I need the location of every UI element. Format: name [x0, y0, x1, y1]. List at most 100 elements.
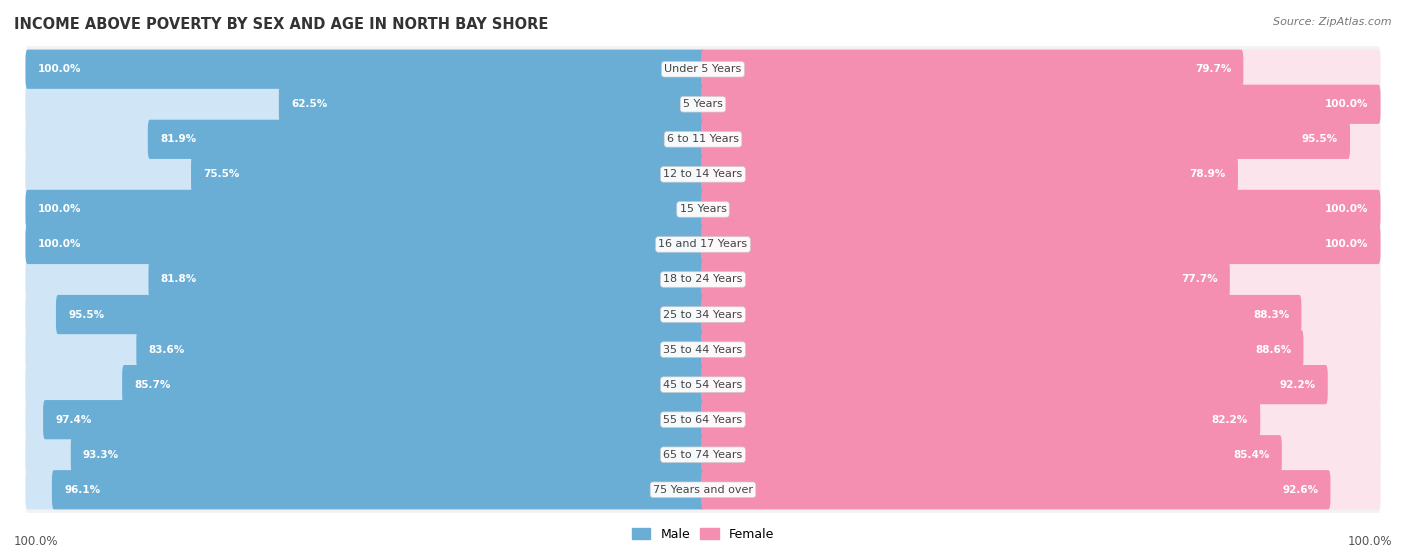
FancyBboxPatch shape [25, 190, 704, 229]
FancyBboxPatch shape [25, 46, 1381, 92]
Text: 12 to 14 Years: 12 to 14 Years [664, 169, 742, 179]
Text: 16 and 17 Years: 16 and 17 Years [658, 239, 748, 249]
FancyBboxPatch shape [191, 155, 704, 194]
Text: 100.0%: 100.0% [1324, 239, 1368, 249]
FancyBboxPatch shape [25, 295, 704, 334]
FancyBboxPatch shape [148, 120, 704, 159]
FancyBboxPatch shape [702, 120, 1381, 159]
FancyBboxPatch shape [702, 365, 1327, 404]
Text: 92.2%: 92.2% [1279, 380, 1316, 390]
FancyBboxPatch shape [702, 84, 1381, 124]
Text: 88.6%: 88.6% [1256, 344, 1291, 354]
FancyBboxPatch shape [25, 84, 704, 124]
FancyBboxPatch shape [25, 50, 704, 89]
FancyBboxPatch shape [25, 116, 1381, 163]
FancyBboxPatch shape [25, 186, 1381, 233]
FancyBboxPatch shape [702, 470, 1381, 509]
Text: 45 to 54 Years: 45 to 54 Years [664, 380, 742, 390]
FancyBboxPatch shape [702, 190, 1381, 229]
Text: 78.9%: 78.9% [1189, 169, 1226, 179]
FancyBboxPatch shape [44, 400, 704, 439]
Legend: Male, Female: Male, Female [627, 523, 779, 546]
FancyBboxPatch shape [702, 295, 1302, 334]
FancyBboxPatch shape [702, 155, 1381, 194]
FancyBboxPatch shape [25, 260, 704, 299]
Text: INCOME ABOVE POVERTY BY SEX AND AGE IN NORTH BAY SHORE: INCOME ABOVE POVERTY BY SEX AND AGE IN N… [14, 17, 548, 32]
Text: 75.5%: 75.5% [204, 169, 239, 179]
Text: 100.0%: 100.0% [38, 205, 82, 215]
FancyBboxPatch shape [56, 295, 704, 334]
FancyBboxPatch shape [702, 400, 1381, 439]
FancyBboxPatch shape [122, 365, 704, 404]
FancyBboxPatch shape [25, 120, 704, 159]
FancyBboxPatch shape [52, 470, 704, 509]
FancyBboxPatch shape [25, 225, 704, 264]
FancyBboxPatch shape [25, 221, 1381, 268]
Text: 97.4%: 97.4% [55, 415, 91, 425]
FancyBboxPatch shape [702, 120, 1350, 159]
FancyBboxPatch shape [702, 50, 1381, 89]
Text: 95.5%: 95.5% [1302, 134, 1339, 144]
FancyBboxPatch shape [25, 257, 1381, 302]
FancyBboxPatch shape [702, 470, 1330, 509]
FancyBboxPatch shape [25, 467, 1381, 513]
FancyBboxPatch shape [25, 330, 704, 369]
Text: 100.0%: 100.0% [1347, 535, 1392, 548]
Text: 100.0%: 100.0% [14, 535, 59, 548]
FancyBboxPatch shape [25, 155, 704, 194]
Text: 62.5%: 62.5% [291, 100, 328, 110]
FancyBboxPatch shape [25, 190, 704, 229]
FancyBboxPatch shape [149, 260, 704, 299]
FancyBboxPatch shape [25, 151, 1381, 197]
FancyBboxPatch shape [25, 81, 1381, 127]
Text: 79.7%: 79.7% [1195, 64, 1232, 74]
FancyBboxPatch shape [702, 330, 1381, 369]
FancyBboxPatch shape [702, 190, 1381, 229]
FancyBboxPatch shape [25, 225, 704, 264]
Text: 15 Years: 15 Years [679, 205, 727, 215]
FancyBboxPatch shape [25, 365, 704, 404]
Text: Under 5 Years: Under 5 Years [665, 64, 741, 74]
Text: 100.0%: 100.0% [1324, 205, 1368, 215]
Text: 100.0%: 100.0% [38, 239, 82, 249]
Text: 88.3%: 88.3% [1253, 310, 1289, 320]
Text: 77.7%: 77.7% [1181, 274, 1218, 285]
FancyBboxPatch shape [702, 225, 1381, 264]
Text: 55 to 64 Years: 55 to 64 Years [664, 415, 742, 425]
Text: 85.4%: 85.4% [1233, 449, 1270, 459]
FancyBboxPatch shape [70, 435, 704, 475]
FancyBboxPatch shape [702, 260, 1230, 299]
Text: 100.0%: 100.0% [1324, 100, 1368, 110]
FancyBboxPatch shape [702, 400, 1260, 439]
Text: 81.8%: 81.8% [160, 274, 197, 285]
FancyBboxPatch shape [25, 396, 1381, 443]
Text: 92.6%: 92.6% [1282, 485, 1319, 495]
FancyBboxPatch shape [702, 84, 1381, 124]
Text: 96.1%: 96.1% [65, 485, 100, 495]
FancyBboxPatch shape [702, 330, 1303, 369]
Text: 100.0%: 100.0% [38, 64, 82, 74]
FancyBboxPatch shape [702, 435, 1381, 475]
FancyBboxPatch shape [702, 225, 1381, 264]
FancyBboxPatch shape [702, 260, 1381, 299]
FancyBboxPatch shape [25, 435, 704, 475]
FancyBboxPatch shape [702, 155, 1237, 194]
Text: 6 to 11 Years: 6 to 11 Years [666, 134, 740, 144]
FancyBboxPatch shape [702, 365, 1381, 404]
Text: 83.6%: 83.6% [149, 344, 184, 354]
FancyBboxPatch shape [25, 326, 1381, 373]
FancyBboxPatch shape [702, 50, 1243, 89]
Text: 93.3%: 93.3% [83, 449, 120, 459]
Text: 85.7%: 85.7% [135, 380, 170, 390]
FancyBboxPatch shape [702, 295, 1381, 334]
Text: 95.5%: 95.5% [67, 310, 104, 320]
Text: 82.2%: 82.2% [1212, 415, 1249, 425]
Text: 18 to 24 Years: 18 to 24 Years [664, 274, 742, 285]
FancyBboxPatch shape [702, 435, 1282, 475]
Text: 65 to 74 Years: 65 to 74 Years [664, 449, 742, 459]
FancyBboxPatch shape [25, 362, 1381, 408]
Text: 5 Years: 5 Years [683, 100, 723, 110]
FancyBboxPatch shape [25, 432, 1381, 478]
FancyBboxPatch shape [25, 470, 704, 509]
Text: 81.9%: 81.9% [160, 134, 195, 144]
